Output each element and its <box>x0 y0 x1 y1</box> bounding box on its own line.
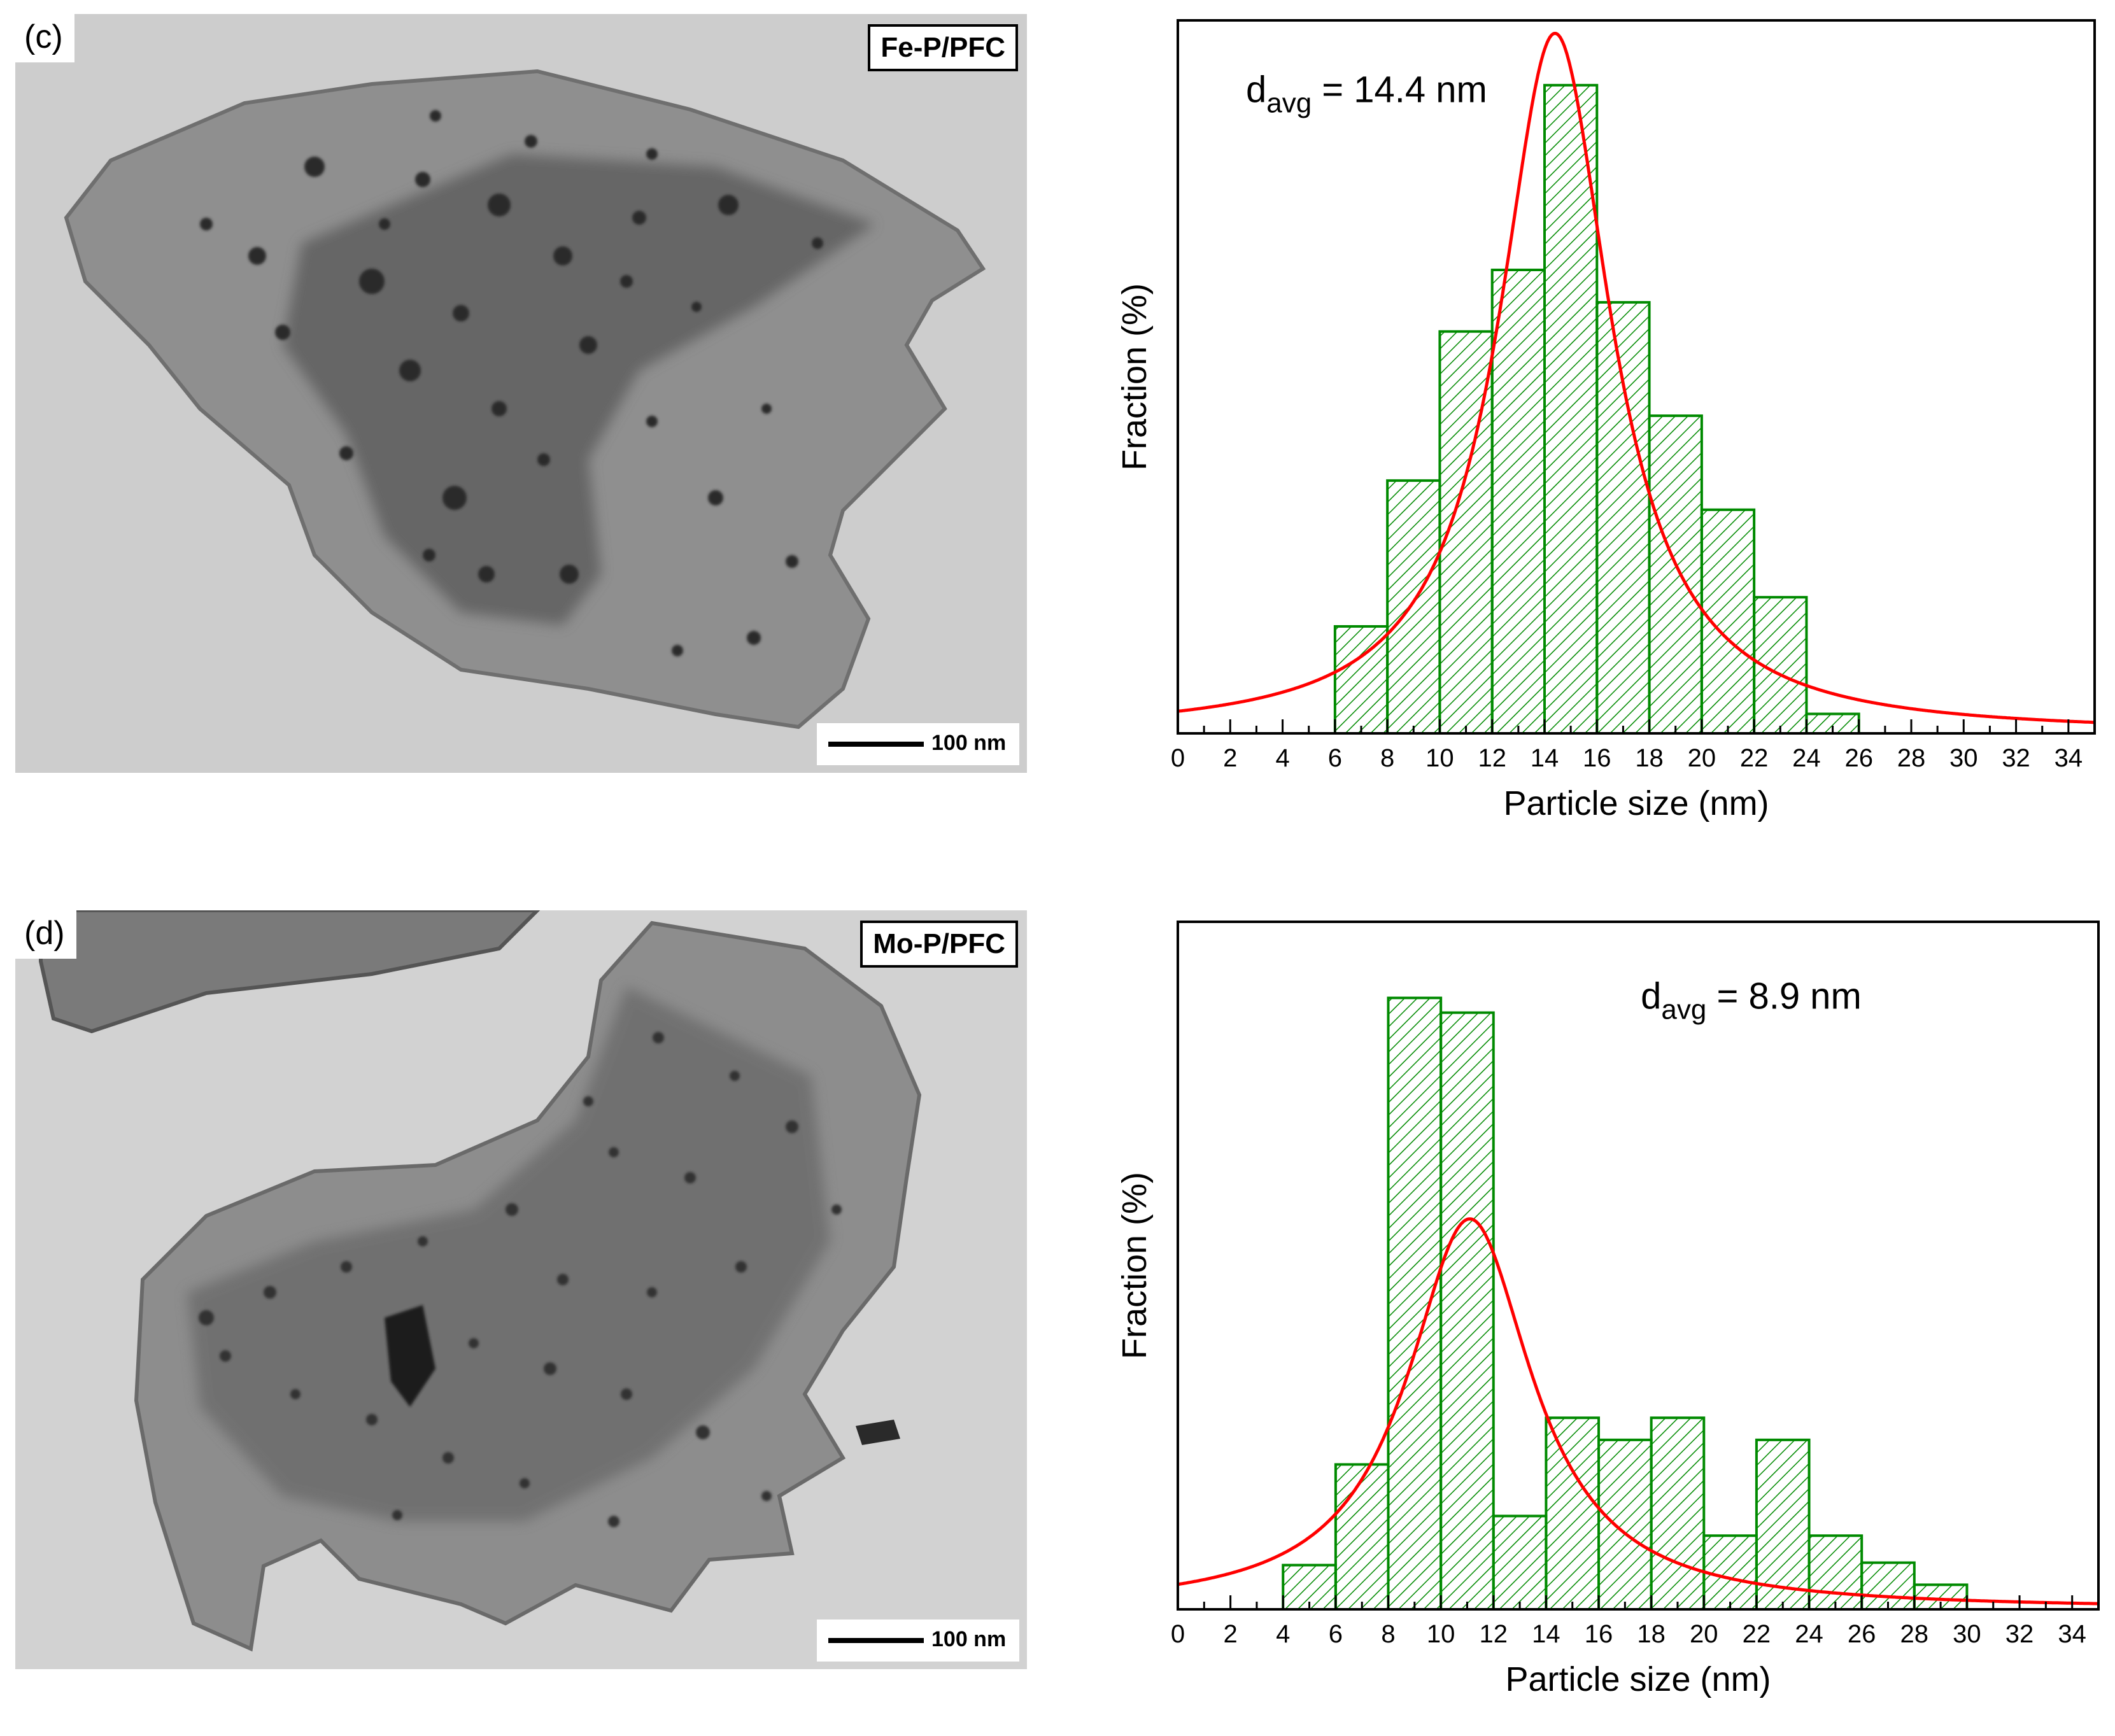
histogram-bar-d <box>1755 1438 1811 1611</box>
x-tick-label: 14 <box>1531 744 1559 772</box>
histogram-d-svg: 0 2 4 6 8 10 12 14 16 18 20 22 24 26 28 30 32 34Particle … <box>1115 921 2100 1698</box>
x-axis-label: Particle size (nm) <box>1505 1660 1771 1698</box>
fit-curve-d <box>1177 1217 2098 1605</box>
x-tick-label: 30 <box>1949 744 1978 772</box>
x-tick-label: 6 <box>1329 1620 1343 1648</box>
x-tick-label: 18 <box>1637 1620 1666 1648</box>
top-flake-d <box>39 910 541 1034</box>
x-tick-label: 26 <box>1848 1620 1876 1648</box>
x-tick-label: 10 <box>1427 1620 1455 1648</box>
y-axis-label: Fraction (%) <box>1115 283 1154 470</box>
x-tick-label: 32 <box>2002 744 2030 772</box>
x-tick-label: 20 <box>1690 1620 1718 1648</box>
x-tick-label: 20 <box>1688 744 1716 772</box>
x-tick-label: 18 <box>1635 744 1664 772</box>
histogram-bar-d <box>1650 1416 1706 1611</box>
plot-frame-c <box>1177 19 2096 735</box>
x-tick-label: 2 <box>1224 1620 1238 1648</box>
x-tick-label: 8 <box>1381 1620 1395 1648</box>
panel-label-c: (c) <box>15 14 74 62</box>
x-tick-label: 4 <box>1275 744 1289 772</box>
x-tick-label: 24 <box>1792 744 1821 772</box>
histogram-bar-d <box>1439 1011 1495 1611</box>
histogram-c: 0 2 4 6 8 10 12 14 16 18 20 22 24 26 28 30 32 34 Particle … <box>1082 0 2115 847</box>
histogram-bar-d <box>1492 1514 1548 1611</box>
x-tick-label: 6 <box>1328 744 1342 772</box>
scale-bar-line-d <box>828 1638 924 1643</box>
scale-bar-line-c <box>828 742 924 747</box>
x-tick-label: 34 <box>2055 744 2083 772</box>
histogram-d: 0 2 4 6 8 10 12 14 16 18 20 22 24 26 28 30 32 34 Particle … <box>1082 891 2115 1733</box>
histogram-bar-d <box>1807 1534 1864 1611</box>
x-tick-label: 28 <box>1900 1620 1929 1648</box>
x-tick-label: 32 <box>2005 1620 2034 1648</box>
x-tick-label: 16 <box>1585 1620 1613 1648</box>
sample-label-c: Fe-P/PFC <box>868 24 1018 71</box>
histogram-bar-c <box>1490 269 1546 735</box>
x-tick-label: 8 <box>1380 744 1394 772</box>
tem-image-d: (d) Mo-P/PFC 100 nm <box>15 910 1027 1669</box>
histogram-c-svg: 0 2 4 6 8 10 12 14 16 18 20 22 24 26 28 30 32 34Particle … <box>1115 19 2096 822</box>
histogram-bar-c <box>1543 83 1599 735</box>
x-tick-label: 14 <box>1532 1620 1560 1648</box>
x-tick-label: 28 <box>1897 744 1926 772</box>
x-tick-label: 0 <box>1171 744 1185 772</box>
fit-curve-c <box>1177 31 2095 724</box>
histogram-bar-d <box>1597 1438 1653 1611</box>
histogram-bar-c <box>1386 479 1441 735</box>
histogram-bar-d <box>1702 1534 1758 1611</box>
tem-micrograph-d <box>15 910 1027 1669</box>
histogram-bar-d <box>1860 1561 1916 1611</box>
histogram-bar-c <box>1595 300 1651 735</box>
x-tick-label: 26 <box>1844 744 1873 772</box>
x-tick-label: 16 <box>1583 744 1611 772</box>
x-tick-label: 12 <box>1480 1620 1508 1648</box>
histogram-bar-d <box>1387 996 1443 1611</box>
scale-bar-d: 100 nm <box>817 1620 1019 1662</box>
scale-bar-c: 100 nm <box>817 723 1019 765</box>
sample-label-d: Mo-P/PFC <box>860 921 1018 968</box>
x-tick-label: 30 <box>1953 1620 1981 1648</box>
tem-image-c: (c) Fe-P/PFC 100 nm <box>15 14 1027 773</box>
tem-micrograph-c <box>15 14 1027 773</box>
x-tick-label: 0 <box>1171 1620 1185 1648</box>
plot-frame-d <box>1177 921 2100 1611</box>
avg-size-annotation: davg = 14.4 nm <box>1246 69 1487 118</box>
x-tick-label: 24 <box>1795 1620 1823 1648</box>
scale-bar-label-c: 100 nm <box>931 731 1007 755</box>
x-tick-label: 10 <box>1425 744 1454 772</box>
histogram-bar-d <box>1545 1416 1601 1611</box>
x-tick-label: 12 <box>1478 744 1506 772</box>
histogram-bar-c <box>1648 414 1703 735</box>
x-tick-label: 22 <box>1743 1620 1771 1648</box>
x-axis-label: Particle size (nm) <box>1503 784 1769 822</box>
x-tick-label: 4 <box>1276 1620 1290 1648</box>
avg-size-annotation: davg = 8.9 nm <box>1641 975 1862 1025</box>
panel-label-d: (d) <box>15 910 76 959</box>
y-axis-label: Fraction (%) <box>1115 1172 1154 1359</box>
x-tick-label: 34 <box>2058 1620 2086 1648</box>
x-tick-label: 22 <box>1740 744 1769 772</box>
scale-bar-label-d: 100 nm <box>931 1627 1007 1651</box>
x-tick-label: 2 <box>1223 744 1237 772</box>
histogram-bar-d <box>1334 1463 1390 1611</box>
